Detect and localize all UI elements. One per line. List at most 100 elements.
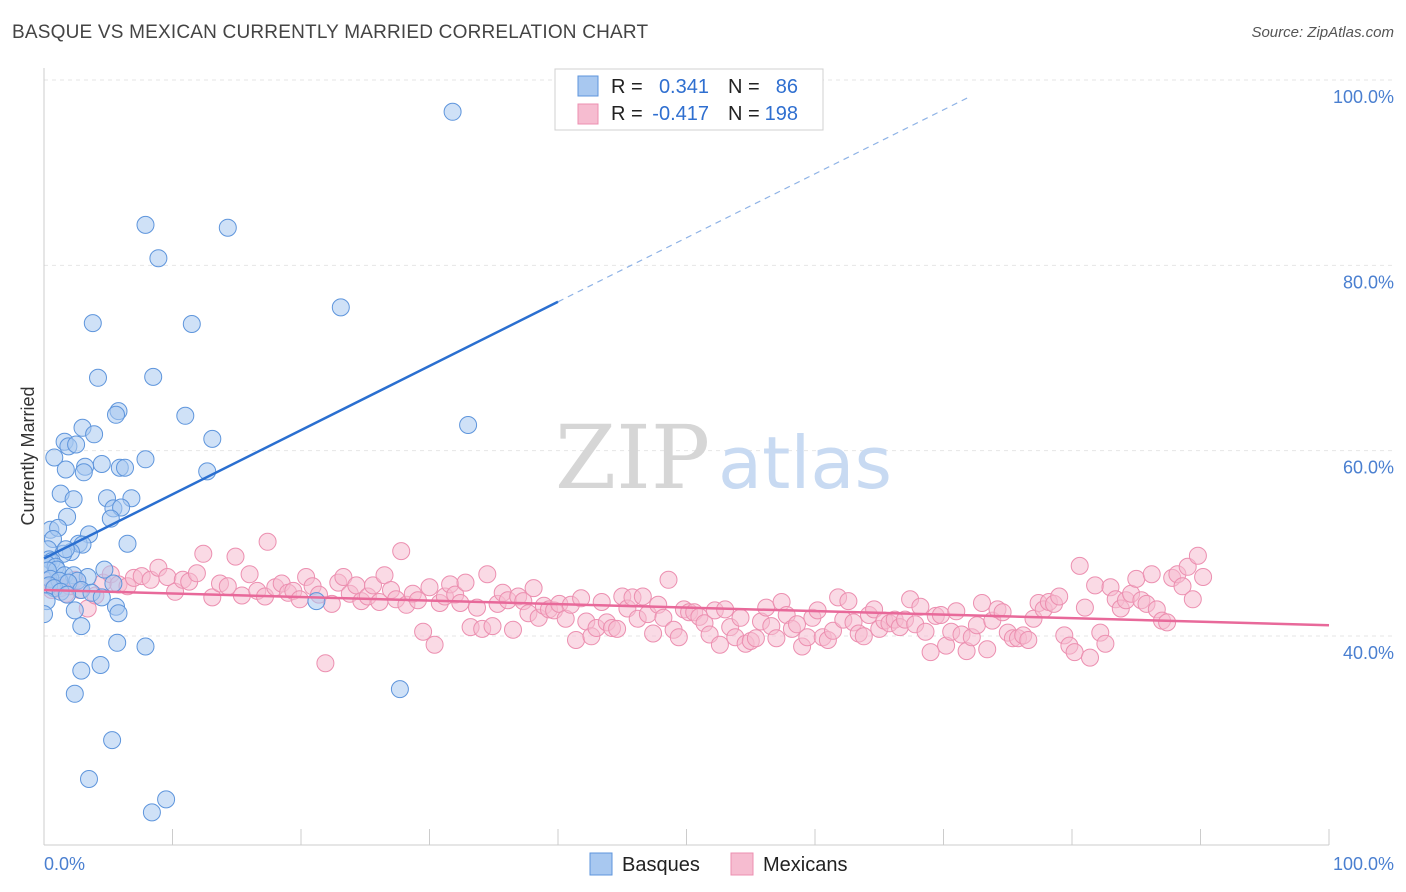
point-mexicans-132 (798, 628, 817, 647)
stats-n-label-mexicans: N = (728, 103, 760, 125)
point-mexicans-199 (1142, 565, 1161, 584)
stats-r-label-mexicans: R = (611, 103, 643, 125)
point-basques-85 (142, 803, 161, 822)
y-axis-title: Currently Married (18, 386, 38, 525)
point-mexicans-65 (451, 594, 470, 612)
point-basques-84 (157, 790, 176, 809)
point-basques-4 (331, 298, 350, 317)
point-mexicans-59 (420, 578, 439, 597)
stats-legend: R = 0.341 N = 86 R = -0.417 N = 198 (554, 68, 824, 131)
watermark-zip: ZIP (555, 406, 710, 509)
point-basques-68 (92, 588, 111, 607)
stats-r-value-basques: 0.341 (659, 76, 709, 98)
point-basques-25 (56, 460, 75, 479)
watermark: ZIP atlas (555, 406, 892, 509)
point-basques-53 (95, 560, 114, 579)
point-mexicans-58 (414, 622, 433, 641)
point-mexicans-18 (158, 568, 177, 586)
series-mexicans-points (44, 532, 1213, 673)
point-mexicans-104 (654, 608, 673, 627)
point-basques-20 (136, 450, 155, 469)
point-mexicans-68 (468, 598, 486, 617)
stats-swatch-basques (577, 75, 599, 97)
point-mexicans-44 (334, 568, 353, 586)
series-basques-points (44, 102, 478, 822)
point-mexicans-155 (916, 622, 935, 641)
point-mexicans-161 (947, 602, 966, 621)
point-mexicans-27 (226, 547, 245, 566)
point-mexicans-186 (1075, 598, 1094, 617)
x-axis-ticks (43, 829, 1330, 845)
point-mexicans-208 (1188, 546, 1207, 565)
stats-n-value-basques: 86 (776, 76, 798, 98)
point-mexicans-32 (258, 532, 277, 551)
point-basques-82 (103, 731, 122, 750)
point-mexicans-196 (1127, 569, 1146, 588)
point-basques-26 (74, 463, 93, 482)
point-mexicans-181 (1050, 587, 1069, 606)
point-basques-72 (109, 604, 128, 623)
point-mexicans-166 (973, 594, 991, 612)
point-mexicans-140 (839, 592, 858, 611)
point-mexicans-205 (1173, 577, 1192, 596)
point-mexicans-87 (567, 631, 585, 649)
point-basques-62 (104, 574, 123, 593)
chart-title: BASQUE VS MEXICAN CURRENTLY MARRIED CORR… (12, 22, 649, 43)
point-mexicans-187 (1081, 648, 1099, 667)
point-mexicans-167 (978, 640, 997, 659)
point-basques-12 (459, 416, 478, 434)
point-mexicans-100 (633, 587, 652, 606)
legend-swatch-basques (589, 852, 613, 876)
point-mexicans-60 (425, 635, 444, 654)
point-basques-79 (72, 661, 91, 680)
point-basques-24 (116, 458, 134, 477)
point-mexicans-119 (731, 608, 750, 627)
point-basques-10 (107, 405, 125, 424)
point-mexicans-105 (659, 570, 678, 589)
legend-label-basques: Basques (622, 854, 700, 876)
point-mexicans-207 (1183, 590, 1202, 609)
stats-r-label-basques: R = (611, 76, 643, 98)
point-basques-19 (45, 448, 64, 467)
point-mexicans-37 (290, 590, 309, 609)
point-basques-33 (112, 498, 131, 517)
point-basques-78 (91, 656, 110, 674)
point-mexicans-115 (710, 635, 729, 654)
point-mexicans-124 (757, 598, 776, 617)
point-mexicans-66 (456, 573, 475, 592)
point-basques-5 (83, 314, 102, 333)
stats-swatch-mexicans (577, 103, 599, 125)
point-basques-3 (149, 249, 168, 268)
x-tick-label-right: 100.0% (1333, 854, 1394, 874)
point-basques-73 (307, 592, 326, 611)
point-mexicans-156 (921, 643, 940, 662)
point-mexicans-92 (592, 593, 611, 611)
point-basques-7 (89, 368, 107, 387)
point-basques-80 (390, 680, 409, 699)
point-mexicans-41 (316, 654, 335, 673)
point-mexicans-71 (483, 617, 502, 636)
point-mexicans-126 (767, 629, 786, 648)
point-mexicans-75 (504, 620, 522, 639)
point-basques-14 (85, 425, 104, 444)
point-mexicans-206 (1178, 557, 1197, 576)
point-basques-42 (118, 534, 137, 553)
point-mexicans-79 (524, 579, 543, 598)
point-basques-18 (67, 435, 86, 454)
point-mexicans-185 (1070, 556, 1089, 575)
point-mexicans-209 (1194, 568, 1213, 586)
source-label: Source: ZipAtlas.com (1251, 24, 1394, 41)
x-tick-label-left: 0.0% (44, 854, 85, 874)
point-mexicans-51 (375, 566, 394, 585)
point-basques-77 (136, 637, 155, 656)
trend-line-basques (43, 300, 559, 560)
point-mexicans-122 (746, 629, 765, 648)
y-tick-label-3: 40.0% (1343, 643, 1394, 663)
point-mexicans-175 (1019, 631, 1038, 649)
point-mexicans-95 (608, 619, 627, 638)
point-mexicans-165 (967, 616, 986, 635)
point-mexicans-22 (187, 564, 206, 583)
point-mexicans-49 (364, 576, 382, 595)
point-mexicans-70 (478, 565, 497, 584)
